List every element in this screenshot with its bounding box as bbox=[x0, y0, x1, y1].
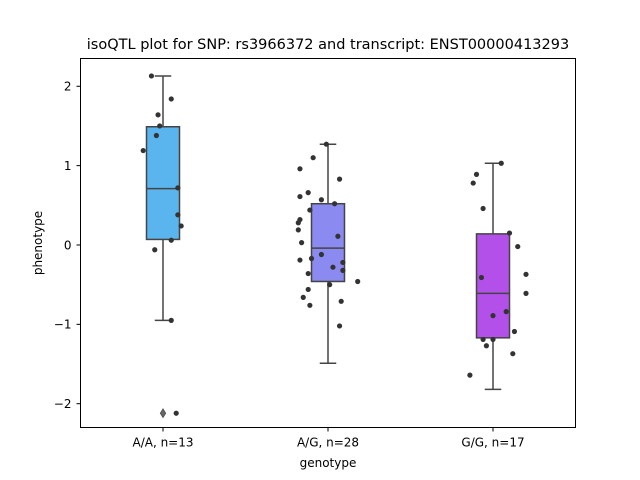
data-point bbox=[338, 298, 344, 304]
x-tick-label: A/A, n=13 bbox=[132, 436, 193, 450]
data-point bbox=[332, 201, 338, 207]
data-point bbox=[297, 166, 303, 172]
x-axis-label: genotype bbox=[300, 456, 357, 470]
iqr-box bbox=[310, 202, 346, 283]
data-point bbox=[483, 343, 489, 349]
data-point bbox=[297, 193, 303, 200]
data-point bbox=[157, 123, 163, 129]
data-point bbox=[152, 247, 158, 253]
data-point bbox=[297, 257, 303, 263]
x-tick-label: A/G, n=28 bbox=[297, 436, 359, 450]
data-point bbox=[327, 282, 333, 288]
data-point bbox=[318, 251, 324, 258]
y-axis-label: phenotype bbox=[31, 211, 45, 275]
chart-title: isoQTL plot for SNP: rs3966372 and trans… bbox=[87, 37, 569, 53]
data-point bbox=[511, 328, 518, 335]
data-point bbox=[340, 267, 346, 273]
data-point bbox=[498, 160, 504, 166]
data-point bbox=[305, 286, 311, 293]
iqr-box bbox=[145, 125, 181, 241]
data-point bbox=[478, 274, 485, 281]
data-point bbox=[153, 132, 159, 139]
plot-area bbox=[140, 73, 529, 419]
data-point bbox=[305, 190, 311, 196]
y-tick-label: −1 bbox=[54, 318, 72, 332]
iqr-box bbox=[475, 233, 511, 339]
data-point bbox=[310, 155, 316, 161]
data-point bbox=[335, 233, 341, 239]
box-group-2 bbox=[310, 143, 346, 364]
data-point bbox=[148, 73, 155, 79]
x-axis: A/A, n=13 A/G, n=28 G/G, n=17 bbox=[132, 427, 525, 450]
data-point bbox=[168, 237, 174, 243]
data-point bbox=[490, 313, 496, 319]
data-point bbox=[299, 240, 305, 246]
data-point bbox=[467, 372, 473, 378]
data-point bbox=[140, 147, 146, 154]
data-point bbox=[523, 271, 529, 277]
data-point bbox=[515, 243, 521, 250]
data-point bbox=[168, 317, 174, 323]
data-point bbox=[178, 223, 184, 229]
data-point bbox=[307, 207, 313, 213]
data-point bbox=[480, 205, 486, 212]
strip-points-2 bbox=[295, 141, 361, 329]
data-point bbox=[523, 290, 529, 296]
data-point bbox=[510, 351, 516, 357]
y-axis: −2 −1 0 1 2 bbox=[54, 80, 81, 411]
data-point bbox=[168, 96, 174, 102]
strip-points-3 bbox=[467, 160, 529, 378]
x-tick-label: G/G, n=17 bbox=[461, 436, 524, 450]
data-point bbox=[173, 410, 179, 416]
data-point bbox=[175, 185, 181, 191]
data-point bbox=[503, 309, 509, 315]
data-point bbox=[308, 255, 315, 262]
data-point bbox=[506, 230, 513, 236]
strip-points-1 bbox=[140, 73, 184, 416]
data-point bbox=[480, 336, 486, 343]
y-tick-label: 1 bbox=[64, 159, 72, 173]
data-point bbox=[305, 270, 311, 277]
outlier-marker bbox=[159, 408, 167, 419]
data-point bbox=[330, 264, 336, 270]
data-point bbox=[307, 302, 313, 308]
data-point bbox=[336, 176, 343, 182]
y-tick-label: 0 bbox=[64, 238, 72, 252]
y-tick-label: 2 bbox=[64, 80, 72, 94]
data-point bbox=[470, 180, 476, 186]
y-tick-label: −2 bbox=[54, 397, 72, 411]
data-point bbox=[355, 278, 361, 285]
data-point bbox=[300, 294, 306, 300]
data-point bbox=[340, 259, 346, 266]
data-point bbox=[155, 112, 161, 118]
data-point bbox=[490, 336, 496, 343]
data-point bbox=[295, 220, 301, 226]
box-group-1 bbox=[145, 75, 181, 419]
data-point bbox=[336, 323, 343, 329]
data-point bbox=[295, 227, 301, 233]
data-point bbox=[323, 141, 329, 147]
data-point bbox=[175, 212, 181, 218]
data-point bbox=[473, 171, 480, 177]
data-point bbox=[318, 197, 324, 203]
box-group-3 bbox=[475, 162, 511, 391]
